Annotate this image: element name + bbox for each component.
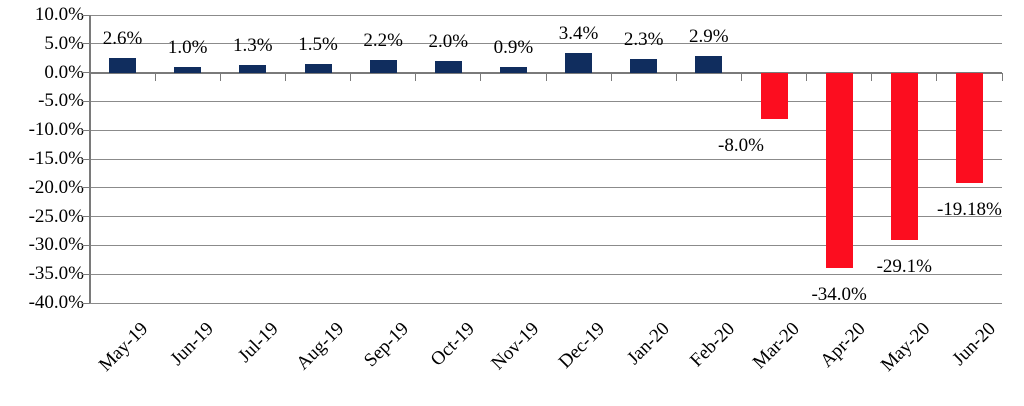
x-axis-tick-label: Nov-19 (487, 318, 544, 375)
x-axis-tick-label: Jul-19 (234, 318, 284, 367)
bar-Nov-19 (499, 67, 527, 73)
gridline (90, 187, 1002, 189)
x-axis-tick-label: May-20 (877, 318, 935, 376)
data-label-Feb-20: 2.9% (689, 25, 729, 47)
y-axis-tick (82, 158, 90, 160)
chart-plot-area: 2.6% 1.0% 1.3% 1.5% 2.2% 2.0% 0.9% 3.4% 2.3% 2.9%… (82, 14, 1003, 306)
y-axis-tick-label: -20.0% (28, 176, 84, 198)
gridline (90, 43, 1002, 45)
gridline (90, 14, 1002, 16)
y-axis-tick (82, 216, 90, 218)
x-axis-tick (936, 72, 938, 81)
x-axis-tick-label: Jan-20 (623, 318, 674, 369)
gridline (90, 244, 1002, 246)
x-axis-tick-label: Aug-19 (292, 318, 349, 375)
data-label-May-20: -29.1% (876, 256, 932, 278)
bar-May-19 (109, 57, 137, 73)
x-axis-tick-label: Mar-20 (749, 318, 805, 374)
y-axis-tick-label: -10.0% (28, 119, 84, 141)
x-axis-tick (350, 72, 352, 81)
gridline (90, 129, 1002, 131)
bar-Jan-20 (630, 59, 658, 73)
x-axis-tick (740, 72, 742, 81)
bar-Apr-20 (825, 72, 853, 269)
y-axis-tick-label: 0.0% (44, 61, 84, 83)
bar-Jul-19 (239, 65, 267, 73)
x-axis-tick (284, 72, 286, 81)
data-label-Jul-19: 1.3% (233, 35, 273, 57)
data-label-May-19: 2.6% (102, 27, 143, 49)
bar-Dec-19 (565, 53, 593, 73)
data-label-Nov-19: 0.9% (493, 37, 534, 59)
x-axis-tick (871, 72, 873, 81)
data-label-Aug-19: 1.5% (298, 33, 338, 55)
x-axis-tick (415, 72, 417, 81)
bar-Oct-19 (434, 61, 462, 73)
bar-Mar-20 (760, 72, 788, 119)
y-axis-tick (82, 72, 90, 74)
y-axis-tick-label: -15.0% (28, 148, 84, 169)
y-axis-tick (82, 302, 90, 304)
x-axis-tick (154, 72, 156, 81)
data-label-Oct-19: 2.0% (428, 31, 469, 53)
y-axis-tick (82, 187, 90, 189)
y-axis-tick (82, 244, 90, 246)
bar-Feb-20 (695, 55, 723, 73)
x-axis-tick (89, 72, 91, 81)
x-axis-tick (545, 72, 547, 81)
x-axis-tick (610, 72, 612, 81)
y-axis-tick (82, 14, 90, 16)
data-label-Jan-20: 2.3% (623, 29, 664, 51)
y-axis-tick (82, 100, 90, 102)
y-axis-tick (82, 129, 90, 131)
x-axis-tick-label: Jun-20 (948, 318, 1000, 370)
gridline (90, 302, 1002, 304)
y-axis-tick-label: -40.0% (28, 292, 84, 313)
x-axis-tick-label: Dec-19 (554, 318, 609, 373)
x-axis-tick (480, 72, 482, 81)
x-axis-tick (675, 72, 677, 81)
bar-May-20 (890, 72, 918, 241)
data-label-Jun-20: -19.18% (936, 199, 1002, 221)
bar-Aug-19 (304, 63, 332, 73)
data-label-Jun-19: 1.0% (167, 36, 208, 58)
gridline (90, 273, 1002, 275)
x-axis-tick-label: May-19 (95, 318, 153, 376)
y-axis-tick-label: -25.0% (28, 205, 84, 227)
x-axis-tick (806, 72, 808, 81)
bar-Sep-19 (369, 59, 397, 73)
data-label-Apr-20: -34.0% (811, 284, 867, 306)
y-axis-tick-label: -5.0% (38, 90, 84, 112)
data-label-Mar-20: -8.0% (718, 134, 764, 156)
y-axis-tick (82, 43, 90, 45)
y-axis-line (89, 15, 91, 303)
x-axis-tick-label: Sep-19 (360, 318, 414, 372)
x-axis-tick-label: Jun-19 (166, 318, 218, 370)
data-label-Dec-19: 3.4% (558, 23, 599, 45)
x-axis-tick (219, 72, 221, 81)
x-axis-tick-label: Oct-19 (426, 318, 479, 371)
x-axis-tick-label: Feb-20 (686, 318, 740, 372)
x-axis-tick-label: Apr-20 (815, 318, 870, 372)
y-axis-tick-label: -35.0% (28, 263, 84, 285)
y-axis-tick-label: 10.0% (34, 4, 84, 25)
y-axis-tick-label: 5.0% (44, 32, 84, 54)
y-axis-tick-label: -30.0% (28, 234, 84, 256)
bar-Jun-20 (955, 72, 983, 184)
gridline (90, 216, 1002, 218)
x-axis-tick (1001, 72, 1003, 81)
bar-Jun-19 (174, 66, 202, 73)
data-label-Sep-19: 2.2% (363, 29, 403, 51)
gridline (90, 158, 1002, 160)
y-axis-tick (82, 273, 90, 275)
gridline (90, 100, 1002, 102)
